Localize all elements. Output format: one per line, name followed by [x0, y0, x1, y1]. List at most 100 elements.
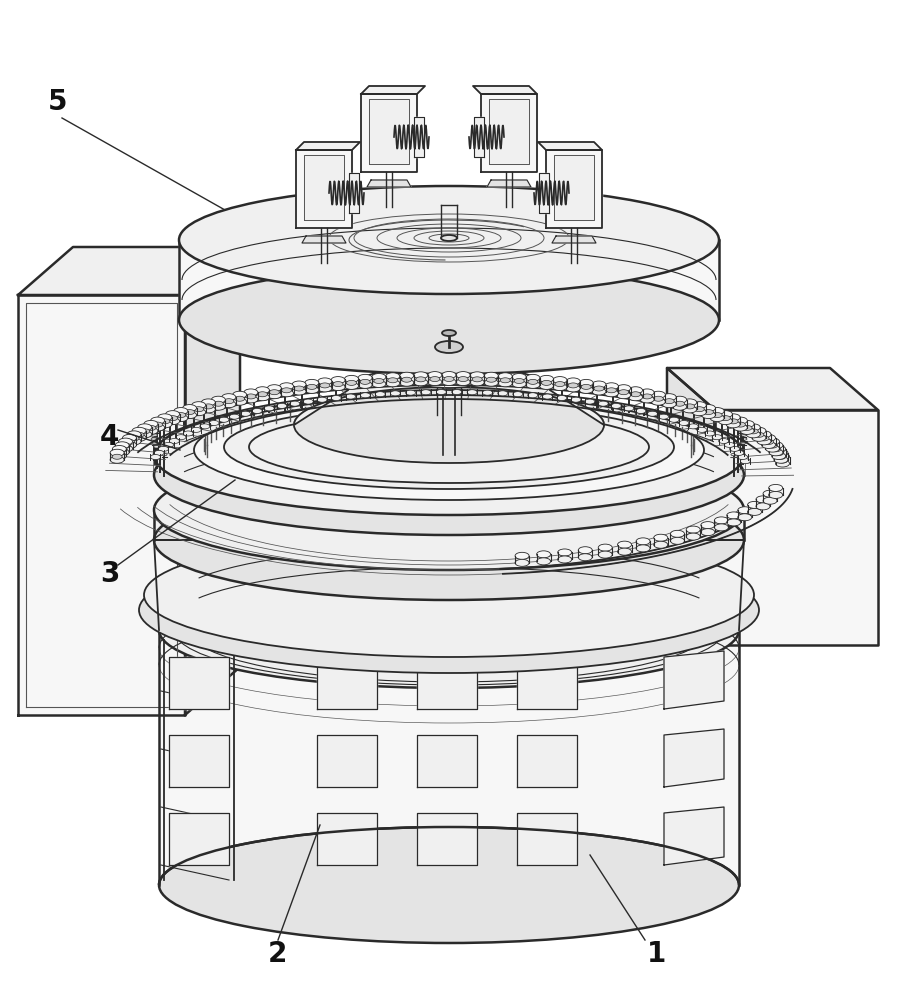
Ellipse shape — [372, 373, 386, 380]
Ellipse shape — [388, 379, 395, 381]
Ellipse shape — [154, 415, 744, 535]
Ellipse shape — [318, 378, 332, 385]
Ellipse shape — [316, 384, 322, 386]
Ellipse shape — [394, 352, 504, 388]
Ellipse shape — [344, 382, 359, 389]
Ellipse shape — [686, 526, 700, 533]
Ellipse shape — [763, 497, 777, 504]
Ellipse shape — [414, 372, 428, 379]
Ellipse shape — [555, 382, 565, 387]
Ellipse shape — [553, 384, 567, 391]
Ellipse shape — [731, 422, 737, 425]
Ellipse shape — [255, 387, 270, 394]
Ellipse shape — [270, 390, 280, 395]
Ellipse shape — [110, 456, 124, 463]
Ellipse shape — [179, 186, 719, 294]
Ellipse shape — [757, 431, 771, 438]
Ellipse shape — [769, 491, 783, 498]
Ellipse shape — [593, 386, 600, 388]
Ellipse shape — [112, 453, 127, 460]
Ellipse shape — [444, 376, 454, 381]
Ellipse shape — [741, 438, 747, 440]
Ellipse shape — [604, 390, 619, 397]
Ellipse shape — [557, 549, 572, 556]
Ellipse shape — [241, 411, 251, 416]
Ellipse shape — [360, 393, 370, 398]
Ellipse shape — [442, 378, 456, 385]
Ellipse shape — [566, 378, 580, 385]
Polygon shape — [546, 150, 602, 228]
Ellipse shape — [738, 514, 752, 521]
Ellipse shape — [193, 407, 204, 412]
Ellipse shape — [654, 534, 668, 541]
Ellipse shape — [183, 431, 193, 436]
Text: 4: 4 — [100, 423, 120, 451]
Ellipse shape — [701, 529, 715, 536]
Ellipse shape — [466, 378, 471, 380]
Ellipse shape — [674, 401, 685, 406]
Ellipse shape — [672, 396, 687, 403]
Ellipse shape — [237, 395, 244, 398]
Ellipse shape — [386, 380, 400, 387]
Ellipse shape — [752, 434, 766, 441]
Ellipse shape — [671, 537, 684, 544]
Ellipse shape — [735, 426, 742, 428]
Ellipse shape — [156, 450, 163, 452]
Ellipse shape — [748, 508, 761, 515]
Ellipse shape — [122, 434, 137, 441]
Ellipse shape — [132, 427, 147, 434]
Ellipse shape — [280, 390, 294, 397]
Ellipse shape — [144, 533, 754, 657]
Ellipse shape — [320, 383, 330, 388]
Polygon shape — [715, 410, 878, 645]
Ellipse shape — [333, 382, 343, 387]
Ellipse shape — [671, 530, 684, 537]
Ellipse shape — [212, 401, 218, 404]
Ellipse shape — [765, 445, 779, 452]
Ellipse shape — [400, 372, 414, 379]
Ellipse shape — [774, 456, 788, 463]
Ellipse shape — [318, 385, 332, 392]
Polygon shape — [18, 295, 185, 715]
Ellipse shape — [669, 417, 679, 422]
Ellipse shape — [485, 379, 498, 386]
Ellipse shape — [387, 378, 397, 383]
Ellipse shape — [117, 447, 127, 452]
Ellipse shape — [331, 377, 345, 384]
Ellipse shape — [640, 389, 654, 396]
Ellipse shape — [390, 391, 400, 396]
Ellipse shape — [129, 436, 139, 441]
Ellipse shape — [607, 388, 617, 393]
Ellipse shape — [748, 501, 761, 508]
Ellipse shape — [167, 416, 178, 421]
Ellipse shape — [598, 551, 612, 558]
Ellipse shape — [115, 442, 129, 449]
Ellipse shape — [442, 371, 456, 378]
Ellipse shape — [738, 430, 744, 432]
Ellipse shape — [710, 408, 725, 415]
Ellipse shape — [514, 378, 524, 383]
Ellipse shape — [400, 379, 414, 386]
Ellipse shape — [559, 382, 565, 385]
Ellipse shape — [161, 453, 167, 456]
Ellipse shape — [182, 411, 187, 414]
Ellipse shape — [679, 421, 689, 426]
Ellipse shape — [598, 544, 612, 551]
Ellipse shape — [158, 414, 172, 421]
Ellipse shape — [127, 438, 141, 445]
Ellipse shape — [138, 424, 152, 431]
Ellipse shape — [139, 547, 759, 673]
Polygon shape — [664, 651, 724, 709]
Ellipse shape — [701, 412, 716, 419]
Ellipse shape — [334, 382, 339, 385]
Ellipse shape — [372, 380, 386, 387]
Ellipse shape — [734, 417, 747, 424]
Ellipse shape — [358, 381, 372, 388]
Polygon shape — [361, 86, 425, 94]
Polygon shape — [474, 117, 484, 157]
Polygon shape — [417, 657, 477, 709]
Ellipse shape — [158, 421, 172, 428]
Ellipse shape — [405, 390, 415, 395]
Ellipse shape — [122, 441, 137, 448]
Ellipse shape — [298, 386, 305, 388]
